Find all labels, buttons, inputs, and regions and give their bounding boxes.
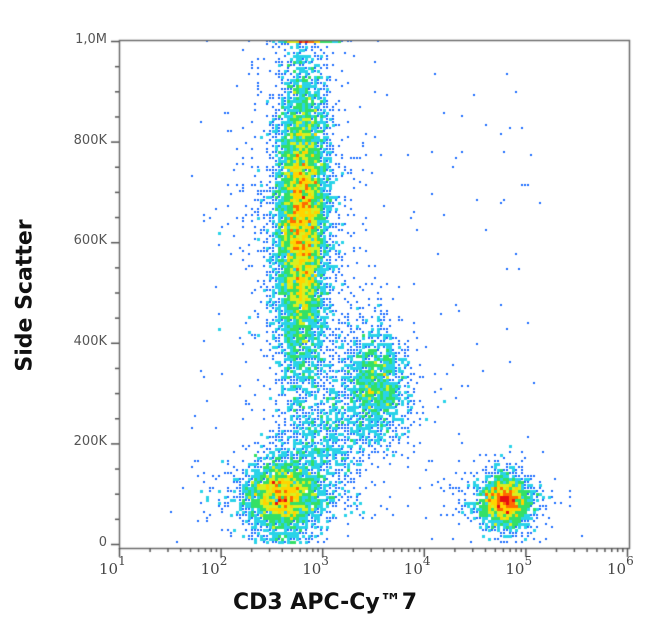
- x-tick-label: 106: [607, 554, 634, 578]
- y-tick-label: 0: [98, 535, 107, 550]
- y-tick-label: 200K: [73, 434, 107, 450]
- y-tick-label: 1,0M: [75, 32, 107, 47]
- x-tick-label: 104: [403, 554, 431, 578]
- x-tick-label: 105: [505, 554, 533, 578]
- y-tick-label: 800K: [73, 132, 107, 148]
- x-tick-label: 101: [99, 554, 126, 578]
- y-tick-label: 400K: [73, 333, 107, 349]
- y-axis-title: Side Scatter: [12, 219, 38, 372]
- y-tick-label: 600K: [73, 233, 107, 249]
- x-tick-label: 102: [200, 554, 228, 578]
- x-tick-label: 103: [302, 554, 329, 578]
- x-axis-title: CD3 APC-Cy™7: [232, 590, 418, 615]
